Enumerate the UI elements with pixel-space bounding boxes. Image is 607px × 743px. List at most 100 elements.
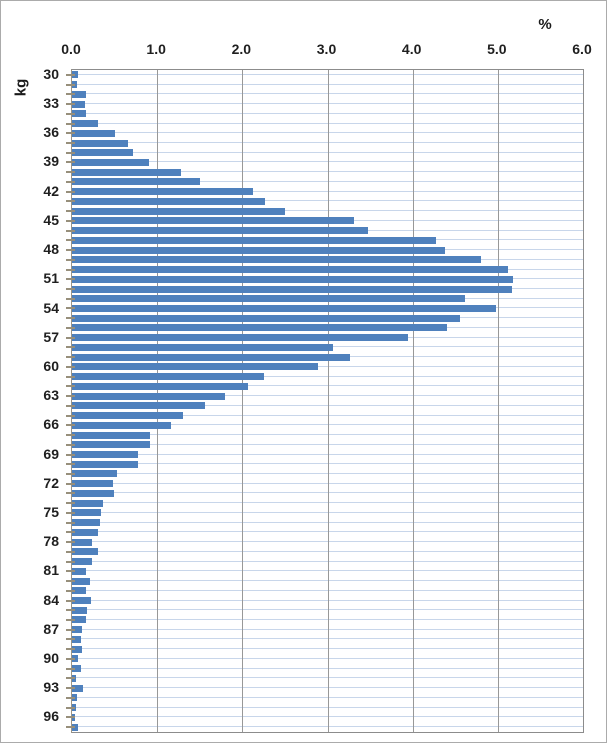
category-tick-mark <box>66 161 75 164</box>
bar <box>72 324 447 332</box>
category-tick-mark <box>66 336 75 339</box>
bar <box>72 412 183 420</box>
category-tick-mark <box>66 502 75 505</box>
vertical-gridline <box>497 70 499 732</box>
category-tick-mark <box>66 210 75 213</box>
category-tick-mark <box>66 443 75 446</box>
bar <box>72 684 84 692</box>
bar <box>72 158 149 166</box>
bar <box>72 373 264 381</box>
category-tick-mark <box>66 307 75 310</box>
y-tick-label: 96 <box>43 708 59 725</box>
category-tick-mark <box>66 346 75 349</box>
bar <box>72 509 101 517</box>
category-tick-mark <box>66 648 75 651</box>
x-tick-label: 4.0 <box>401 41 422 57</box>
category-tick-mark <box>66 375 75 378</box>
bar <box>72 334 409 342</box>
category-tick-mark <box>66 511 75 514</box>
x-tick-label: 1.0 <box>146 41 166 57</box>
category-tick-mark <box>66 453 75 456</box>
category-tick-mark <box>66 472 75 475</box>
bar <box>72 567 86 575</box>
bar <box>72 100 85 108</box>
vertical-gridline <box>327 70 329 732</box>
category-tick-mark <box>66 687 75 690</box>
y-tick-label: 93 <box>43 679 59 696</box>
category-tick-mark <box>66 132 75 135</box>
y-tick-label: 48 <box>43 241 59 258</box>
category-tick-mark <box>66 112 75 115</box>
bar <box>72 519 101 527</box>
bar <box>72 470 118 478</box>
bar <box>72 120 98 128</box>
category-tick-mark <box>66 73 75 76</box>
category-tick-mark <box>66 609 75 612</box>
bar <box>72 421 171 429</box>
bar <box>72 363 319 371</box>
category-tick-mark <box>66 482 75 485</box>
category-tick-mark <box>66 667 75 670</box>
y-tick-label: 90 <box>43 649 59 666</box>
bar-row <box>66 294 583 304</box>
bar <box>72 597 91 605</box>
x-tick-label: 6.0 <box>572 41 592 57</box>
bar <box>72 645 83 653</box>
bar <box>72 90 86 98</box>
y-tick-label: 87 <box>43 620 59 637</box>
category-tick-mark <box>66 414 75 417</box>
bar <box>72 168 181 176</box>
category-tick-mark <box>66 541 75 544</box>
x-axis-title: % <box>538 16 552 33</box>
category-tick-mark <box>66 200 75 203</box>
category-tick-mark <box>66 103 75 106</box>
category-tick-mark <box>66 706 75 709</box>
y-tick-label: 33 <box>43 95 59 112</box>
bar <box>72 149 134 157</box>
category-tick-mark <box>66 395 75 398</box>
bar-row <box>66 216 583 226</box>
bar-row <box>66 245 583 255</box>
bar <box>72 343 334 351</box>
category-tick-mark <box>66 716 75 719</box>
y-tick-label: 72 <box>43 474 59 491</box>
bar <box>72 587 86 595</box>
y-tick-label: 54 <box>43 299 59 316</box>
category-tick-mark <box>66 628 75 631</box>
bar-row <box>66 304 583 314</box>
category-tick-mark <box>66 638 75 641</box>
category-tick-mark <box>66 83 75 86</box>
category-tick-mark <box>66 434 75 437</box>
y-tick-label: 57 <box>43 328 59 345</box>
y-tick-label: 84 <box>43 591 59 608</box>
bar <box>72 275 514 283</box>
bar <box>72 227 369 235</box>
category-tick-mark <box>66 122 75 125</box>
bar <box>72 606 88 614</box>
bar <box>72 616 86 624</box>
category-tick-mark <box>66 550 75 553</box>
bar <box>72 178 200 186</box>
bar <box>72 460 138 468</box>
bar <box>72 635 82 643</box>
y-tick-label: 39 <box>43 153 59 170</box>
bar-row <box>66 284 583 294</box>
category-tick-mark <box>66 297 75 300</box>
x-tick-label: 2.0 <box>231 41 252 57</box>
bar <box>72 285 513 293</box>
bar-row <box>66 255 583 265</box>
category-tick-mark <box>66 599 75 602</box>
category-tick-mark <box>66 531 75 534</box>
bar <box>72 353 351 361</box>
category-tick-mark <box>66 268 75 271</box>
bar <box>72 665 81 673</box>
y-tick-label: 69 <box>43 445 59 462</box>
category-tick-mark <box>66 288 75 291</box>
bar <box>72 188 254 196</box>
y-tick-label: 30 <box>43 65 59 82</box>
category-tick-mark <box>66 726 75 729</box>
category-tick-mark <box>66 570 75 573</box>
bar <box>72 451 138 458</box>
bar <box>72 207 285 215</box>
x-tick-label: 3.0 <box>316 41 337 57</box>
